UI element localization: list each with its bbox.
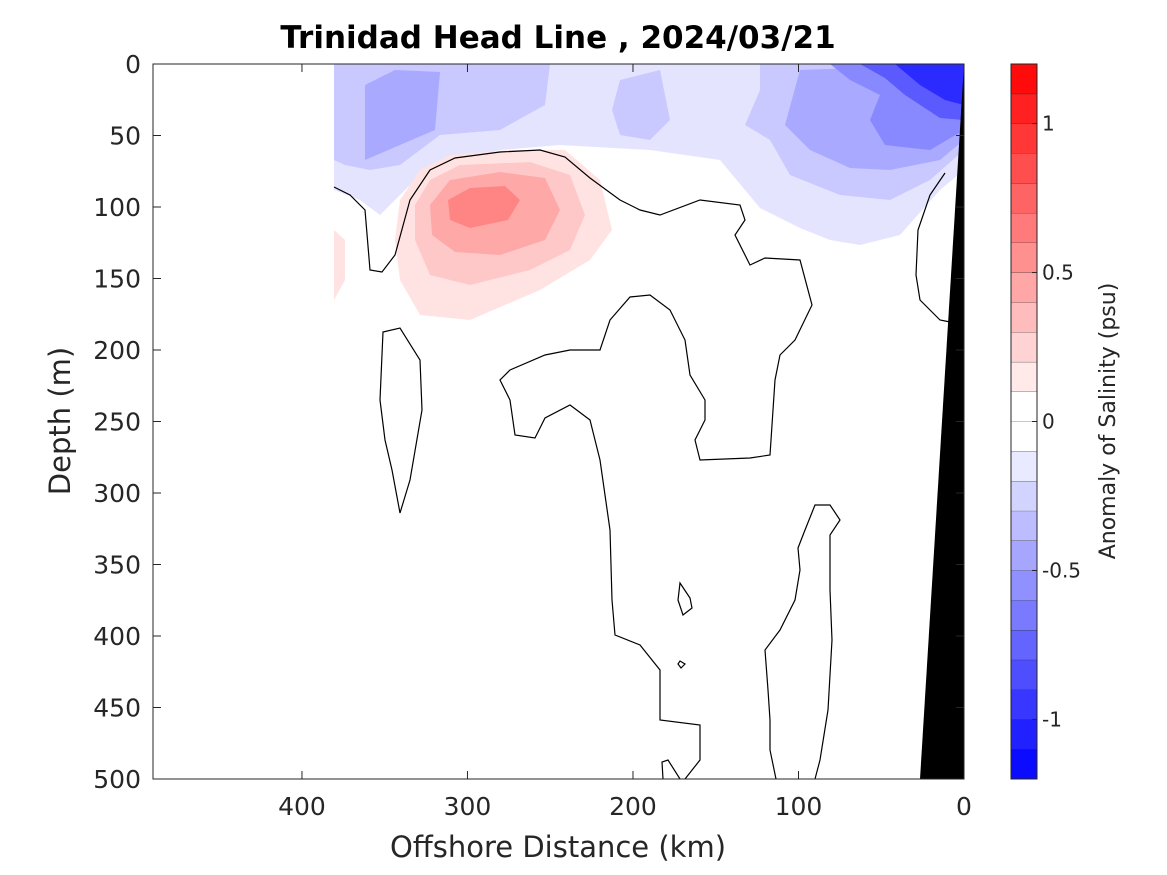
- x-tick-label: 200: [609, 792, 657, 821]
- colorbar-segment: [1011, 540, 1037, 571]
- zero-contours: [333, 149, 951, 779]
- colorbar-segment: [1011, 123, 1037, 154]
- colorbar-tick-label: -0.5: [1042, 558, 1081, 582]
- colorbar-segment: [1011, 183, 1037, 213]
- zero-contour-far-right: [915, 172, 951, 323]
- colorbar-segment: [1011, 749, 1037, 779]
- y-tick-label: 50: [109, 122, 141, 151]
- y-tick-label: 350: [93, 551, 141, 580]
- x-axis: 400 300 200 100 0: [278, 64, 972, 821]
- colorbar-segment: [1011, 570, 1037, 601]
- neg-band-2b: [612, 70, 670, 140]
- y-tick-label: 250: [93, 408, 141, 437]
- y-tick-label: 500: [93, 765, 141, 794]
- colorbar-segment: [1011, 510, 1037, 541]
- colorbar-ticks: -1 -0.5 0 0.5 1: [1032, 112, 1081, 731]
- colorbar-tick-label: -1: [1042, 707, 1062, 731]
- colorbar-segment: [1011, 332, 1037, 362]
- zero-contour-right: [764, 504, 841, 779]
- colorbar-label: Anomaly of Salinity (psu): [1096, 283, 1121, 560]
- colorbar-segment: [1011, 302, 1037, 333]
- x-tick-label: 400: [278, 792, 326, 821]
- x-tick-label: 300: [444, 792, 492, 821]
- colorbar-segment: [1011, 64, 1037, 94]
- colorbar-tick-label: 1: [1042, 112, 1055, 136]
- colorbar-segment: [1011, 630, 1037, 660]
- y-axis: 0 50 100 150 200 250 300 350 400 450 500: [93, 50, 964, 794]
- colorbar: [1011, 63, 1037, 779]
- x-axis-label: Offshore Distance (km): [390, 830, 726, 864]
- anomaly-fills: [334, 64, 964, 320]
- colorbar-segment: [1011, 153, 1037, 184]
- plot-area: [333, 64, 964, 779]
- neg-band-3: [365, 70, 440, 160]
- zero-contour-small-2: [677, 660, 686, 669]
- zero-contour-lower: [661, 759, 681, 779]
- colorbar-segment: [1011, 600, 1037, 631]
- colorbar-segment: [1011, 212, 1037, 243]
- colorbar-segment: [1011, 481, 1037, 511]
- colorbar-segment: [1011, 421, 1037, 452]
- zero-contour-small-1: [677, 581, 693, 616]
- y-tick-label: 450: [93, 694, 141, 723]
- colorbar-segment: [1011, 242, 1037, 273]
- y-tick-label: 100: [93, 193, 141, 222]
- y-tick-label: 400: [93, 622, 141, 651]
- y-tick-label: 150: [93, 265, 141, 294]
- neg-band-6: [895, 64, 964, 105]
- colorbar-segment: [1011, 391, 1037, 422]
- y-tick-label: 200: [93, 336, 141, 365]
- zero-contour-main: [333, 149, 813, 779]
- y-tick-label: 300: [93, 479, 141, 508]
- colorbar-segment: [1011, 719, 1037, 750]
- x-tick-label: 0: [956, 792, 972, 821]
- colorbar-tick-label: 0: [1042, 410, 1055, 434]
- colorbar-segment: [1011, 451, 1037, 482]
- y-axis-label: Depth (m): [43, 347, 77, 495]
- colorbar-segment: [1011, 361, 1037, 392]
- pos-band-4: [448, 186, 520, 228]
- bathymetry-mask: [920, 64, 964, 779]
- colorbar-segment: [1011, 272, 1037, 303]
- x-tick-label: 100: [775, 792, 823, 821]
- pos-band-1b: [334, 230, 345, 300]
- colorbar-segment: [1011, 93, 1037, 124]
- colorbar-segment: [1011, 689, 1037, 720]
- colorbar-tick-label: 0.5: [1042, 261, 1074, 285]
- colorbar-segment: [1011, 659, 1037, 690]
- zero-contour-left-lens: [379, 327, 423, 514]
- y-tick-label: 0: [125, 50, 141, 79]
- chart-title: Trinidad Head Line , 2024/03/21: [280, 20, 835, 56]
